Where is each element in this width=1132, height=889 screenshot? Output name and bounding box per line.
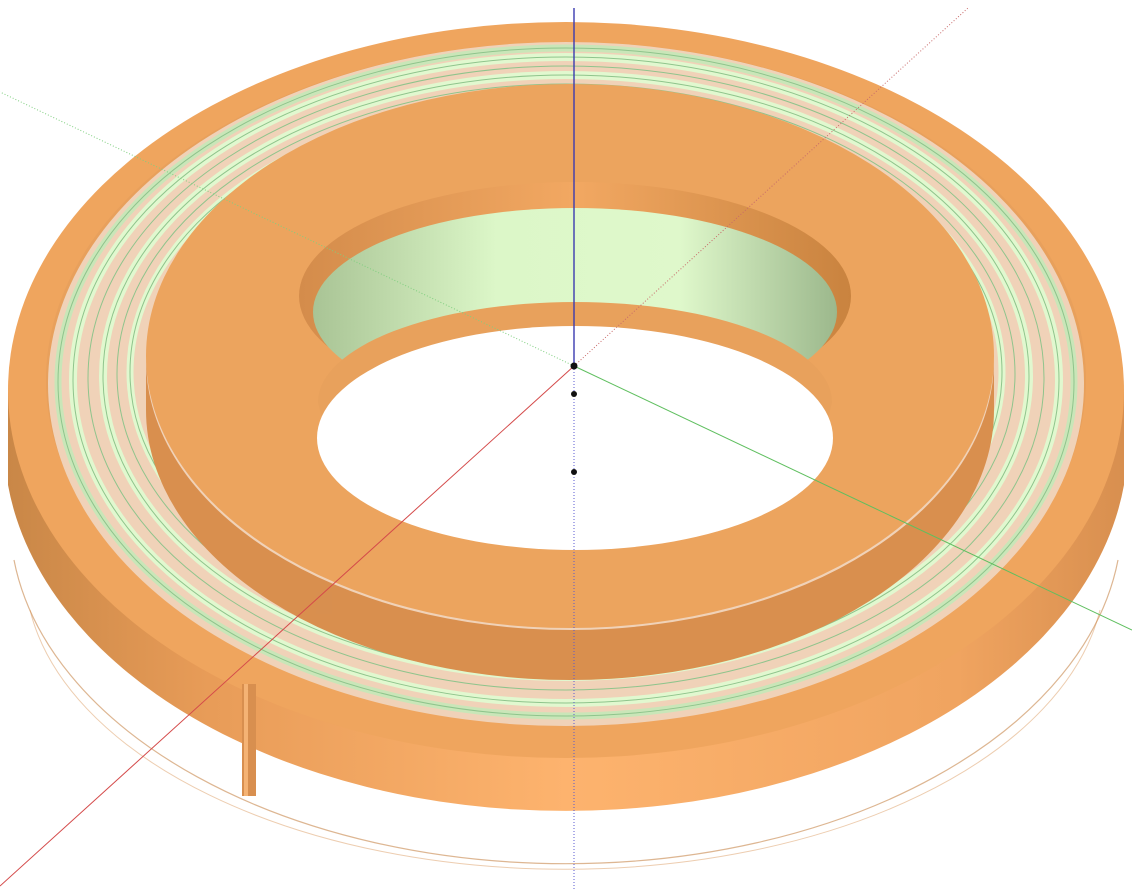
guide-point [571, 391, 577, 397]
origin-point [570, 362, 578, 370]
y-axis-dotted [0, 91, 575, 367]
axes [0, 7, 1132, 889]
slot-notch [242, 592, 332, 796]
guide-point [571, 469, 577, 475]
y-axis [573, 365, 1132, 631]
core-side-wall [146, 360, 994, 680]
x-axis [0, 365, 575, 887]
center-hole [299, 182, 851, 550]
